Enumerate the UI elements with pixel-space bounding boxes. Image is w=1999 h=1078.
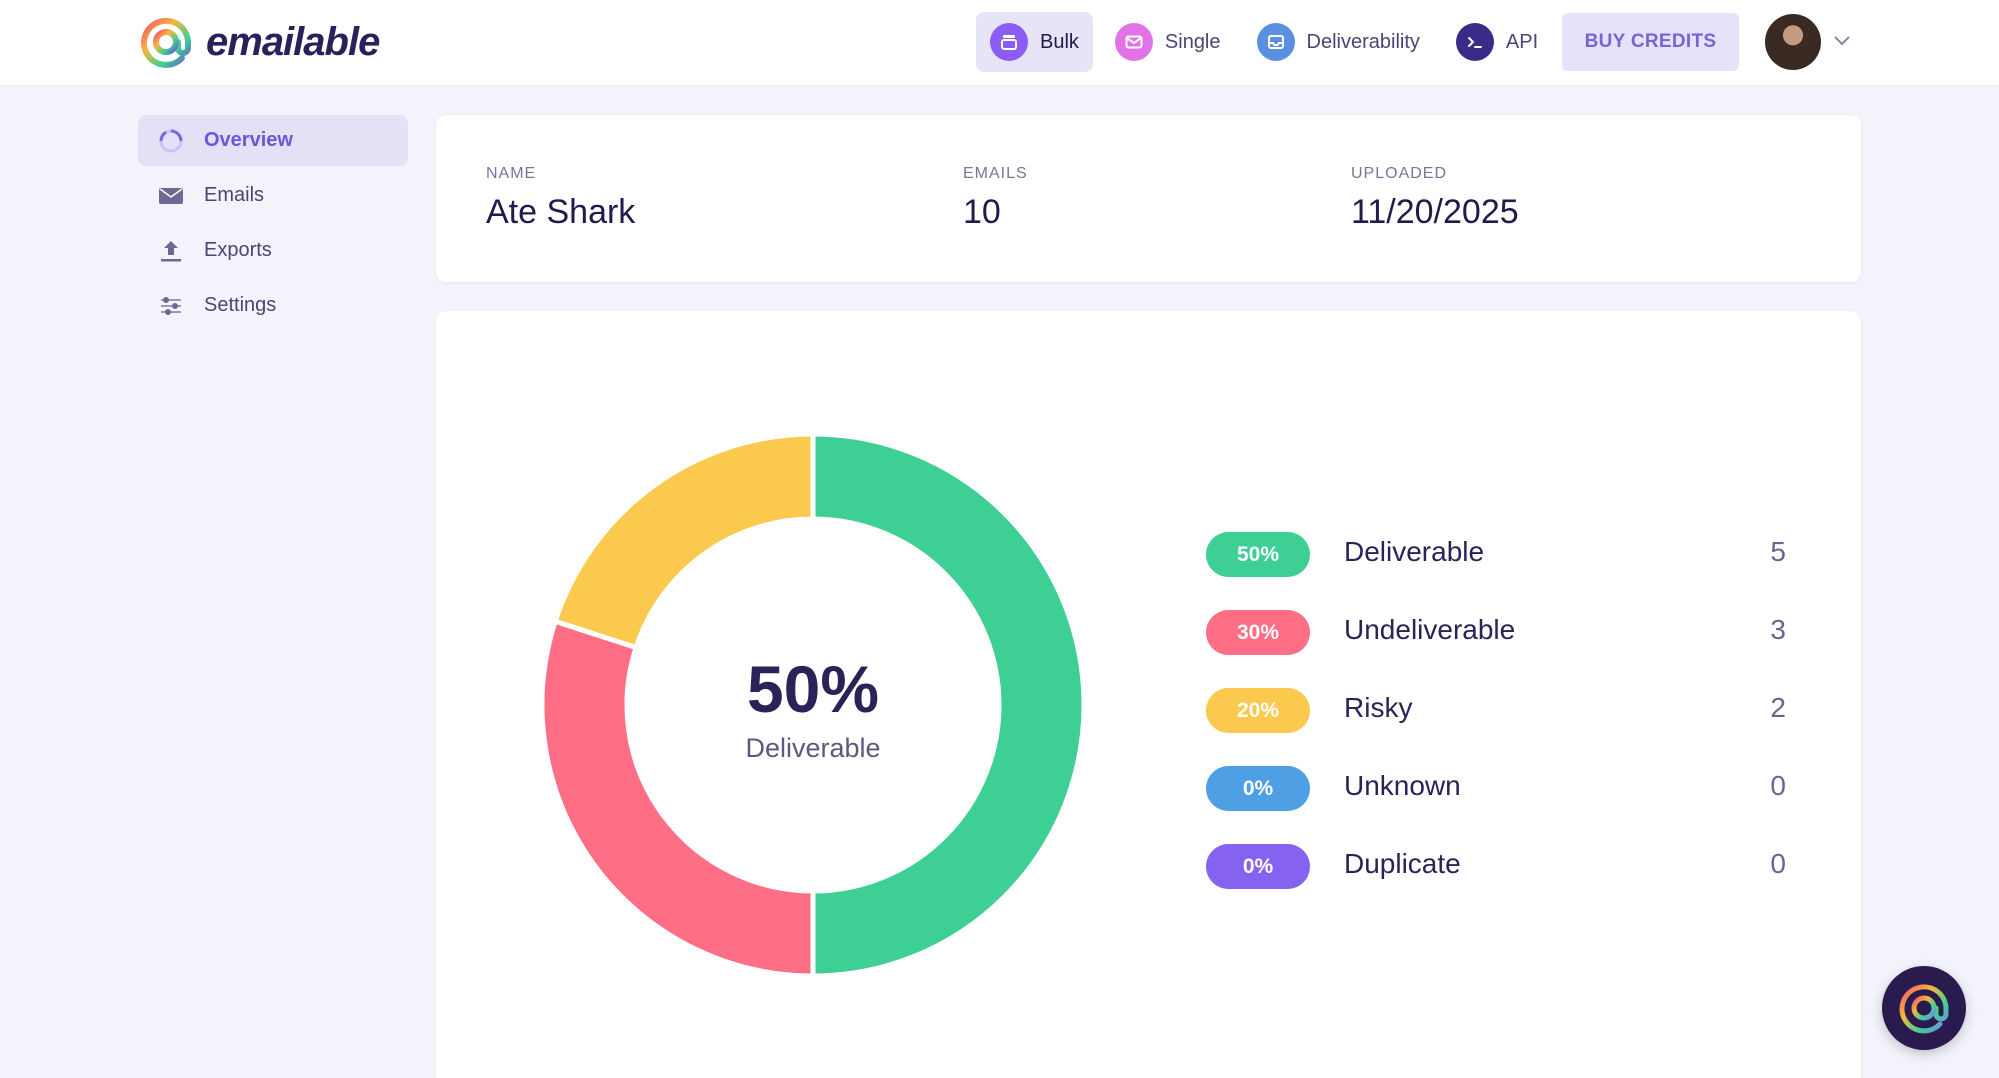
legend-row-risky: 20% Risky 2 [1206,688,1786,766]
nav-deliverability-label: Deliverability [1306,30,1420,53]
legend-row-unknown: 0% Unknown 0 [1206,766,1786,844]
envelope-icon [158,183,184,209]
emailable-logo-icon [141,17,191,68]
nav-api-label: API [1505,30,1539,53]
terminal-icon [1455,23,1494,61]
sliders-icon [158,293,184,319]
chat-support-button[interactable] [1882,966,1966,1050]
legend-label: Deliverable [1344,536,1485,567]
center-label: Deliverable [745,733,881,763]
donut-slice-undeliverable [542,618,816,976]
nav-bulk-label: Bulk [1040,30,1079,53]
legend-label: Undeliverable [1344,614,1516,645]
nav-deliverability[interactable]: Deliverability [1243,12,1434,72]
emailable-chat-icon [1899,984,1949,1034]
name-value: Ate Shark [486,193,636,231]
user-avatar[interactable] [1765,14,1821,70]
legend-row-duplicate: 0% Duplicate 0 [1206,844,1786,922]
legend-percent-badge: 0% [1206,844,1310,889]
legend-label: Risky [1344,692,1413,723]
buy-credits-button[interactable]: BUY CREDITS [1562,13,1739,71]
emails-field: EMAILS 10 [963,165,1028,232]
donut-chart [542,434,1084,976]
sidebar-item-emails[interactable]: Emails [138,170,408,221]
nav-single-label: Single [1164,30,1221,53]
legend-count: 5 [1770,536,1786,567]
donut-slice-risky [552,434,816,651]
emails-label: EMAILS [963,165,1028,182]
chart-legend: 50% Deliverable 5 30% Undeliverable 3 20% Risky… [1206,532,1786,922]
legend-count: 3 [1770,614,1786,645]
emails-value: 10 [963,193,1001,231]
center-percent: 50% [746,652,880,726]
nav-api[interactable]: API [1442,12,1552,72]
legend-row-undeliverable: 30% Undeliverable 3 [1206,610,1786,688]
main-nav: Bulk Single Deliverability API [976,12,1552,72]
top-bar: emailable Bulk Single Deliverability API [0,0,1999,86]
nav-bulk[interactable]: Bulk [976,12,1093,72]
sidebar-item-overview[interactable]: Overview [138,115,408,166]
sidebar-item-exports[interactable]: Exports [138,225,408,276]
legend-label: Unknown [1344,770,1461,801]
donut-slice-deliverable [810,434,1084,976]
legend-percent-badge: 30% [1206,610,1310,655]
sidebar-item-overview-label: Overview [204,129,293,151]
legend-row-deliverable: 50% Deliverable 5 [1206,532,1786,610]
chevron-down-icon[interactable] [1832,30,1852,50]
sidebar-item-exports-label: Exports [204,239,272,261]
logo-text: emailable [206,19,380,64]
uploaded-field: UPLOADED 11/20/2025 [1351,165,1519,232]
name-field: NAME Ate Shark [486,165,635,232]
upload-icon [158,238,184,264]
legend-count: 0 [1770,848,1786,879]
name-label: NAME [486,165,537,182]
envelope-icon [1114,23,1153,61]
sidebar-item-settings-label: Settings [204,294,277,316]
legend-count: 2 [1770,692,1786,723]
sidebar: Overview Emails Exports Settings [138,115,408,335]
uploaded-value: 11/20/2025 [1351,193,1519,231]
legend-percent-badge: 20% [1206,688,1310,733]
sidebar-item-emails-label: Emails [204,184,265,206]
legend-count: 0 [1770,770,1786,801]
legend-percent-badge: 50% [1206,532,1310,577]
legend-percent-badge: 0% [1206,766,1310,811]
donut-icon [158,128,184,154]
inbox-icon [1256,23,1295,61]
legend-label: Duplicate [1344,848,1461,879]
app-logo[interactable]: emailable [138,14,380,70]
uploaded-label: UPLOADED [1351,165,1448,182]
stack-icon [990,23,1028,61]
file-info-card: NAME Ate Shark EMAILS 10 UPLOADED 11/20/… [436,115,1861,282]
sidebar-item-settings[interactable]: Settings [138,280,408,331]
nav-single[interactable]: Single [1101,12,1235,72]
results-chart-card: 50% Deliverable 50% Deliverable 5 30% Undeli… [436,311,1861,1078]
